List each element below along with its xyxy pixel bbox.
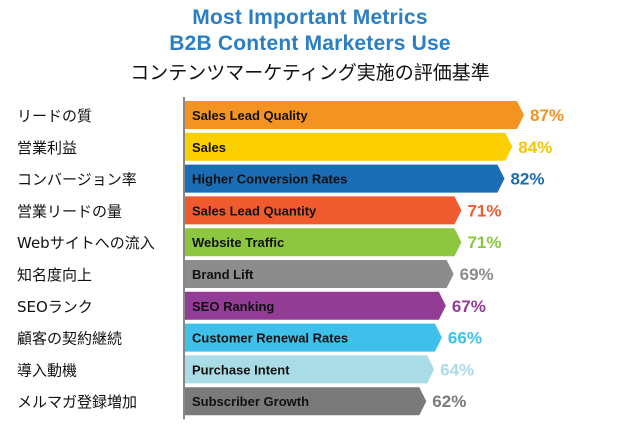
category-label: コンバージョン率	[17, 171, 137, 189]
category-label: 顧客の契約継続	[17, 330, 122, 348]
bar	[185, 101, 524, 129]
bar	[185, 164, 505, 193]
bar	[185, 355, 435, 384]
value-label: 71%	[467, 233, 501, 252]
category-label: 導入動機	[17, 361, 77, 379]
bar	[185, 323, 442, 352]
value-label: 64%	[440, 360, 474, 379]
value-label: 62%	[432, 392, 466, 411]
bar-inner-label: Purchase Intent	[192, 362, 290, 377]
bar	[185, 228, 462, 257]
value-label: 67%	[452, 297, 486, 316]
value-label: 82%	[510, 170, 544, 189]
category-label: 営業利益	[17, 139, 77, 157]
bar-inner-label: Sales Lead Quality	[192, 108, 308, 123]
bar	[185, 196, 462, 225]
value-label: 71%	[467, 201, 501, 220]
category-label: 知名度向上	[17, 266, 92, 284]
value-label: 87%	[530, 106, 564, 125]
bar-inner-label: Website Traffic	[192, 235, 284, 250]
bar-inner-label: Higher Conversion Rates	[192, 172, 347, 187]
category-label: メルマガ登録増加	[17, 393, 137, 411]
chart-title-japanese: コンテンツマーケティング実施の評価基準	[130, 62, 490, 84]
bar	[185, 260, 454, 288]
bar-inner-label: Subscriber Growth	[192, 394, 309, 409]
category-label: リードの質	[17, 107, 92, 125]
chart-subtitle: B2B Content Marketers Use	[169, 32, 451, 55]
category-label: 営業リードの量	[17, 202, 122, 220]
bar-inner-label: Brand Lift	[192, 267, 254, 282]
value-label: 66%	[448, 329, 482, 348]
bar-inner-label: SEO Ranking	[192, 299, 274, 314]
bar	[185, 387, 427, 416]
value-label: 69%	[460, 265, 494, 284]
category-label: SEOランク	[17, 298, 93, 316]
chart-title: Most Important Metrics	[192, 6, 428, 29]
category-label: Webサイトへの流入	[17, 234, 155, 252]
value-label: 84%	[518, 138, 552, 157]
bar-inner-label: Sales	[192, 140, 226, 155]
bar	[185, 132, 513, 161]
bar	[185, 291, 446, 320]
bar-inner-label: Customer Renewal Rates	[192, 331, 348, 346]
bar-inner-label: Sales Lead Quantity	[192, 203, 317, 218]
